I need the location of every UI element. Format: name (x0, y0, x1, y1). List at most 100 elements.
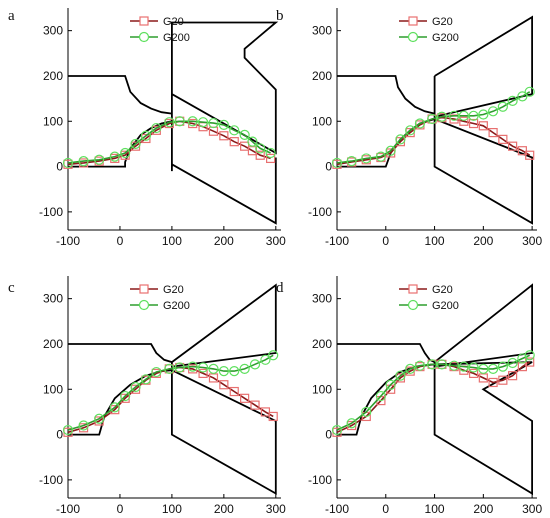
data-point-g200 (140, 130, 152, 141)
data-point-g200 (94, 154, 105, 165)
data-point-g200 (247, 136, 258, 147)
data-point-g200 (507, 95, 518, 106)
legend-entry-g200: G200 (130, 299, 190, 312)
legend-label: G20 (163, 16, 184, 28)
y-tick-label: 0 (325, 428, 332, 442)
x-tick-label: 200 (214, 502, 234, 516)
legend-marker (408, 284, 418, 294)
legend-entry-g200: G200 (399, 299, 459, 312)
geometry-upper-blade (433, 283, 533, 368)
data-point-g200 (414, 118, 426, 129)
series-line-g200 (336, 91, 531, 164)
data-point-g200 (164, 363, 175, 374)
data-point-g200 (260, 354, 271, 365)
data-point-g200 (361, 153, 372, 164)
legend-label: G200 (432, 32, 459, 44)
legend-marker (138, 299, 150, 311)
y-tick-label: 100 (43, 114, 63, 128)
data-point-g200 (239, 129, 250, 140)
data-point-g200 (507, 357, 518, 369)
data-point-g20 (268, 411, 278, 422)
data-point-g20 (498, 134, 508, 144)
y-tick-label: 200 (43, 69, 63, 83)
data-point-g20 (266, 153, 276, 164)
geometry-inlet-top (337, 75, 435, 115)
geometry-inlet-top (68, 75, 173, 115)
x-tick-label: 0 (382, 234, 389, 248)
geometry-inlet-bottom (337, 118, 435, 168)
data-point-g20 (468, 368, 479, 379)
series-line-g20 (336, 361, 531, 434)
data-point-g20 (459, 116, 469, 126)
data-point-g200 (174, 116, 185, 127)
data-point-g200 (436, 111, 447, 122)
y-tick-label: -100 (308, 205, 332, 219)
series-line-g200 (67, 120, 271, 164)
x-tick-label: 300 (522, 502, 542, 516)
x-tick-label: 0 (117, 234, 124, 248)
series-line-g200 (67, 354, 274, 431)
legend-label: G20 (432, 16, 453, 28)
data-point-g20 (478, 121, 488, 131)
data-point-g200 (62, 157, 74, 169)
legend-marker (139, 16, 149, 26)
geometry-inlet-top (68, 343, 173, 363)
data-point-g200 (497, 361, 508, 372)
data-point-g20 (508, 141, 518, 151)
data-point-g200 (385, 145, 396, 156)
data-point-g200 (218, 366, 229, 377)
legend-label: G20 (432, 284, 453, 296)
data-point-g200 (524, 350, 535, 361)
x-tick-label: 100 (162, 234, 182, 248)
legend-label: G200 (163, 32, 190, 44)
x-tick-label: 300 (266, 234, 286, 248)
data-point-g200 (187, 116, 198, 127)
data-point-g200 (385, 379, 396, 390)
data-point-g200 (405, 363, 416, 374)
data-point-g20 (525, 150, 535, 160)
data-point-g200 (331, 157, 343, 169)
geometry-upper-blade (433, 15, 533, 118)
legend-label: G200 (432, 300, 459, 312)
y-tick-label: -100 (39, 473, 63, 487)
y-tick-label: 100 (43, 382, 63, 396)
y-tick-label: 300 (312, 292, 332, 306)
legend-entry-g200: G200 (130, 31, 190, 44)
data-point-g200 (395, 370, 406, 381)
y-tick-label: -100 (39, 205, 63, 219)
data-point-g200 (229, 366, 240, 377)
data-point-g200 (197, 117, 209, 128)
geometry-upper-blade (170, 283, 277, 368)
panel-label: d (276, 280, 284, 296)
x-tick-label: 200 (473, 502, 493, 516)
series-line-g20 (336, 116, 531, 166)
data-point-g200 (255, 143, 266, 154)
x-tick-label: 100 (425, 234, 445, 248)
x-tick-label: -100 (325, 502, 349, 516)
data-point-g200 (268, 350, 279, 361)
data-point-g200 (109, 151, 120, 162)
panel-label: c (8, 280, 15, 296)
legend-label: G200 (163, 300, 190, 312)
geometry-lower-blade (170, 369, 277, 496)
data-point-g200 (187, 361, 198, 372)
legend-label: G20 (163, 284, 184, 296)
data-point-g200 (405, 125, 416, 136)
x-tick-label: 200 (473, 234, 493, 248)
data-point-g20 (250, 400, 260, 410)
data-point-g200 (239, 363, 250, 374)
data-point-g200 (120, 147, 131, 159)
data-point-g20 (488, 127, 498, 138)
x-tick-label: 300 (522, 234, 542, 248)
data-point-g20 (229, 386, 239, 397)
geometry-lower-blade (433, 118, 533, 225)
data-point-g200 (468, 362, 479, 373)
legend-marker (139, 284, 149, 294)
data-point-g200 (130, 381, 141, 393)
data-point-g200 (78, 420, 89, 431)
legend-entry-g20: G20 (399, 16, 453, 28)
series-line-g20 (67, 366, 274, 434)
legend-entry-g20: G20 (399, 284, 453, 296)
data-point-g200 (375, 151, 387, 162)
